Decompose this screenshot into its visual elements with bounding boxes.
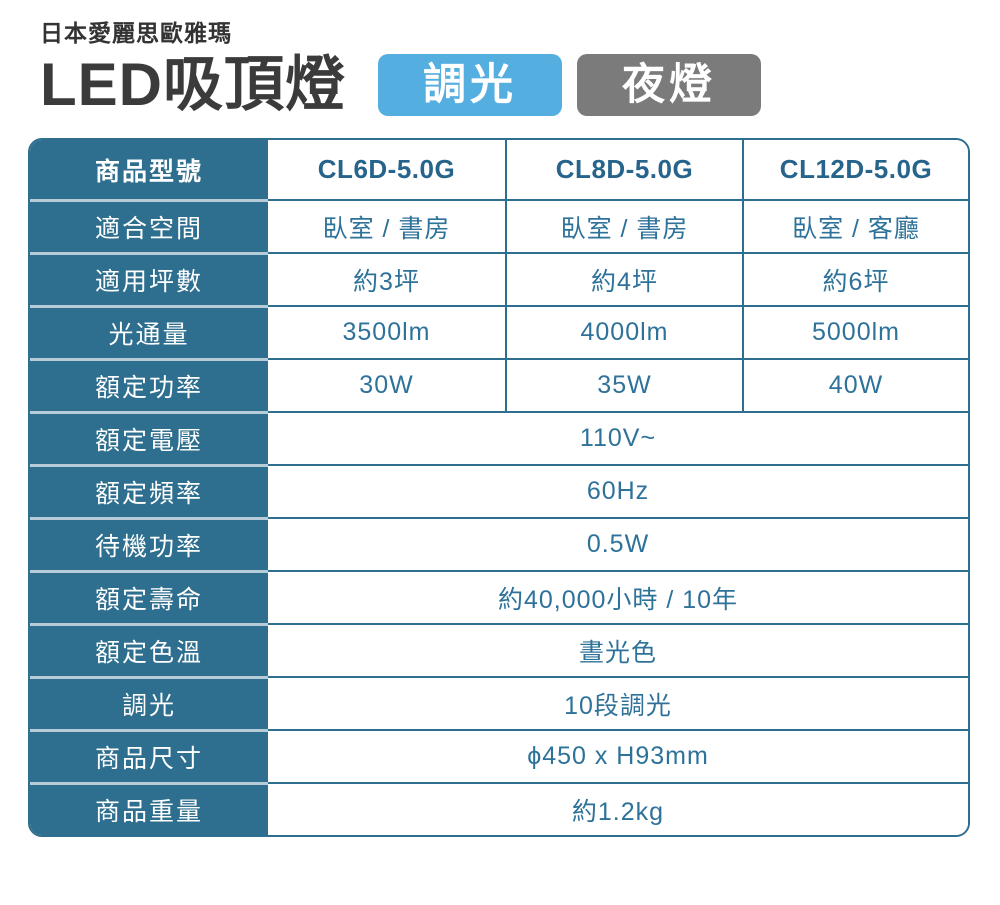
- spec-value-cell: 40W: [742, 358, 968, 411]
- spec-row-label: 商品尺寸: [30, 729, 268, 782]
- spec-row-label: 適用坪數: [30, 252, 268, 305]
- spec-row-label: 商品重量: [30, 782, 268, 835]
- page-title: LED吸頂燈: [40, 51, 346, 118]
- spec-value-cell: 約40,000小時 / 10年: [268, 570, 968, 623]
- spec-value-cell: 臥室 / 客廳: [742, 199, 968, 252]
- spec-value-cell: 10段調光: [268, 676, 968, 729]
- brand-name: 日本愛麗思歐雅瑪: [40, 20, 232, 46]
- title-row: LED吸頂燈 調光 夜燈: [40, 54, 972, 116]
- spec-value-cell: 臥室 / 書房: [505, 199, 742, 252]
- spec-row-label: 光通量: [30, 305, 268, 358]
- spec-row-label: 額定壽命: [30, 570, 268, 623]
- spec-value-cell: CL12D-5.0G: [742, 140, 968, 199]
- spec-value-cell: 約6坪: [742, 252, 968, 305]
- spec-value-cell: 110V~: [268, 411, 968, 464]
- spec-value-cell: 晝光色: [268, 623, 968, 676]
- spec-value-cell: 30W: [268, 358, 505, 411]
- spec-row-label: 額定電壓: [30, 411, 268, 464]
- page-header: 日本愛麗思歐雅瑪 LED吸頂燈 調光 夜燈: [40, 14, 972, 116]
- spec-row-label: 額定色溫: [30, 623, 268, 676]
- spec-row-label: 額定功率: [30, 358, 268, 411]
- spec-value-cell: 約1.2kg: [268, 782, 968, 835]
- spec-table: 商品型號 CL6D-5.0G CL8D-5.0G CL12D-5.0G 適合空間…: [28, 138, 970, 837]
- spec-value-cell: 0.5W: [268, 517, 968, 570]
- spec-row-label: 商品型號: [30, 140, 268, 199]
- spec-row-label: 適合空間: [30, 199, 268, 252]
- spec-row-label: 調光: [30, 676, 268, 729]
- dimming-badge: 調光: [378, 54, 562, 116]
- spec-value-cell: CL8D-5.0G: [505, 140, 742, 199]
- spec-value-cell: 5000lm: [742, 305, 968, 358]
- spec-value-cell: 4000lm: [505, 305, 742, 358]
- spec-row-label: 待機功率: [30, 517, 268, 570]
- spec-row-label: 額定頻率: [30, 464, 268, 517]
- spec-value-cell: 60Hz: [268, 464, 968, 517]
- spec-value-cell: 臥室 / 書房: [268, 199, 505, 252]
- nightlight-badge: 夜燈: [577, 54, 761, 116]
- spec-value-cell: 約3坪: [268, 252, 505, 305]
- spec-value-cell: CL6D-5.0G: [268, 140, 505, 199]
- spec-value-cell: 約4坪: [505, 252, 742, 305]
- spec-value-cell: ϕ450 x H93mm: [268, 729, 968, 782]
- spec-value-cell: 3500lm: [268, 305, 505, 358]
- spec-value-cell: 35W: [505, 358, 742, 411]
